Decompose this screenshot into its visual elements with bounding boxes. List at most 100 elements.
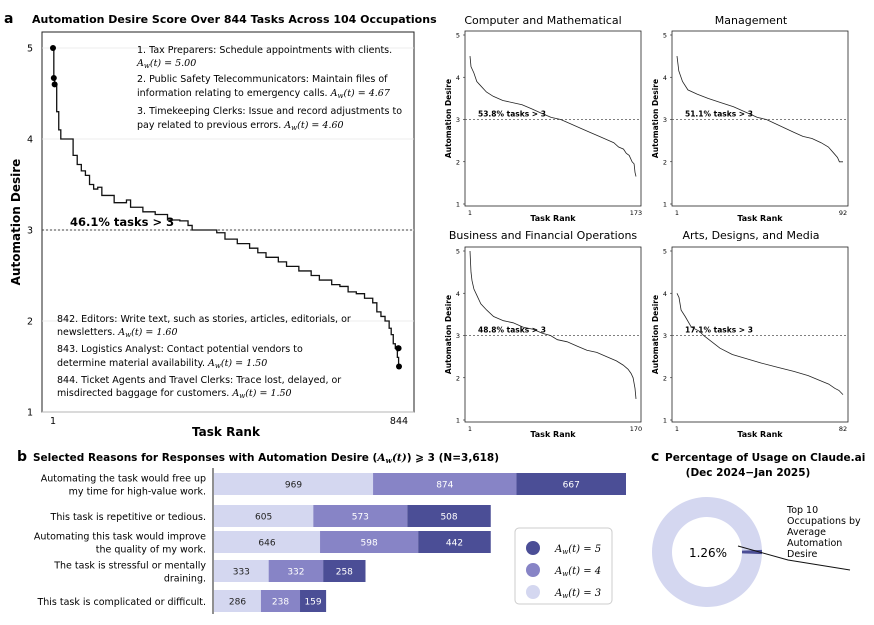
reason-bar-segment xyxy=(516,473,626,495)
reasons-bar-chart: Selected Reasons for Responses with Auto… xyxy=(33,452,626,614)
occupation-y-tick-label: 2 xyxy=(663,374,667,382)
donut-callout-text: Average xyxy=(787,527,826,538)
occupation-y-tick-label: 3 xyxy=(663,116,667,124)
annotation-2-line2: information relating to emergency calls.… xyxy=(137,88,391,100)
reason-bar-value: 874 xyxy=(436,481,453,491)
occupation-x-tick-end: 82 xyxy=(839,425,847,433)
occupation-x-axis-label: Task Rank xyxy=(737,430,783,439)
reason-bar-value: 573 xyxy=(352,513,369,523)
occupation-plot-frame xyxy=(464,246,642,423)
occupation-chart-title: Arts, Designs, and Media xyxy=(682,229,819,242)
reason-label: draining. xyxy=(164,574,206,585)
reason-bar-segment xyxy=(214,531,321,553)
main-y-axis-label: Automation Desire xyxy=(9,159,23,286)
reason-bar-segment xyxy=(214,505,314,527)
occupation-chart-title: Computer and Mathematical xyxy=(464,14,621,27)
occupation-y-axis-label: Automation Desire xyxy=(651,79,660,158)
main-chart: Automation Desire Score Over 844 Tasks A… xyxy=(9,13,437,439)
legend-label: Aw(t) = 4 xyxy=(554,566,601,578)
annotation-843-line2: determine material availability. Aw(t) =… xyxy=(57,358,267,370)
main-y-tick-label: 5 xyxy=(27,44,33,55)
legend-swatch xyxy=(526,585,540,599)
main-threshold-label: 46.1% tasks > 3 xyxy=(70,215,174,229)
reasons-chart-title: Selected Reasons for Responses with Auto… xyxy=(33,452,499,465)
reason-bar-value: 238 xyxy=(272,598,289,608)
occupation-y-tick-label: 5 xyxy=(663,248,667,256)
occupation-plot-frame xyxy=(464,30,642,207)
occupation-x-tick-start: 1 xyxy=(675,209,679,217)
legend-label: Aw(t) = 5 xyxy=(554,544,601,556)
reason-bar-value: 605 xyxy=(255,513,272,523)
main-highlight-point xyxy=(395,345,402,352)
occupation-y-axis-label: Automation Desire xyxy=(651,295,660,374)
occupation-x-axis-label: Task Rank xyxy=(530,214,576,223)
reason-bar-value: 333 xyxy=(233,568,250,578)
occupation-y-tick-label: 4 xyxy=(663,290,667,298)
panel-letter-c: c xyxy=(651,449,659,465)
occupation-y-tick-label: 1 xyxy=(456,417,460,425)
occupation-x-axis-label: Task Rank xyxy=(530,430,576,439)
top-annotations: 1. Tax Preparers: Schedule appointments … xyxy=(136,45,402,132)
main-chart-title: Automation Desire Score Over 844 Tasks A… xyxy=(32,13,437,26)
occupation-y-tick-label: 2 xyxy=(456,158,460,166)
main-x-tick-start: 1 xyxy=(50,416,56,427)
donut-callout-text: Top 10 xyxy=(786,505,818,516)
occupation-y-tick-label: 3 xyxy=(456,116,460,124)
reason-label: This task is repetitive or tedious. xyxy=(50,512,206,523)
donut-callout-line xyxy=(737,545,851,571)
occupation-x-axis-label: Task Rank xyxy=(737,214,783,223)
occupation-y-tick-label: 4 xyxy=(456,290,460,298)
reason-bar-value: 159 xyxy=(304,598,321,608)
occupation-threshold-label: 48.8% tasks > 3 xyxy=(478,326,546,335)
occupation-y-tick-label: 3 xyxy=(663,332,667,340)
main-series-line xyxy=(53,47,400,368)
usage-title-line1: Percentage of Usage on Claude.ai xyxy=(665,452,865,464)
main-y-tick-label: 1 xyxy=(27,408,33,419)
occupation-plot-frame xyxy=(671,30,849,207)
occupation-y-tick-label: 5 xyxy=(663,32,667,40)
annotation-844: 844. Ticket Agents and Travel Clerks: Tr… xyxy=(57,375,341,386)
reason-label: The task is stressful or mentally xyxy=(53,561,206,572)
main-highlight-point xyxy=(396,363,402,370)
annotation-1-score: Aw(t) = 5.00 xyxy=(136,58,196,70)
occupation-y-tick-label: 5 xyxy=(456,32,460,40)
reason-label: the quality of my work. xyxy=(96,545,206,556)
donut-callout-text: Automation xyxy=(787,538,842,549)
occupation-y-tick-label: 2 xyxy=(663,158,667,166)
donut-segment-rest xyxy=(652,496,762,607)
annotation-844-line2: misdirected baggage for customers. Aw(t)… xyxy=(57,388,292,400)
reason-bar-segment xyxy=(373,473,517,495)
main-x-axis-label: Task Rank xyxy=(192,425,261,439)
occupation-x-tick-end: 173 xyxy=(630,209,642,217)
reason-bar-value: 442 xyxy=(446,539,463,549)
annotation-3: 3. Timekeeping Clerks: Issue and record … xyxy=(137,106,402,117)
occupation-series-line xyxy=(676,56,843,163)
occupation-y-tick-label: 4 xyxy=(456,74,460,82)
annotation-3-line2: pay related to previous errors. Aw(t) = … xyxy=(137,120,344,132)
reasons-legend: Aw(t) = 5 Aw(t) = 4 Aw(t) = 3 xyxy=(514,527,613,605)
occupation-y-tick-label: 1 xyxy=(456,201,460,209)
donut-center-label: 1.26% xyxy=(689,546,727,560)
reason-bar-value: 332 xyxy=(287,568,304,578)
occupation-y-axis-label: Automation Desire xyxy=(444,79,453,158)
reason-bar-value: 667 xyxy=(563,481,580,491)
reason-label: Automating this task would improve xyxy=(34,532,206,543)
occupation-plot-frame xyxy=(671,246,849,423)
occupation-charts: Computer and Mathematical 1 2 3 4 5 1 173 Task R… xyxy=(444,14,849,439)
panel-letter-b: b xyxy=(17,449,27,465)
annotation-842-line2: newsletters. Aw(t) = 1.60 xyxy=(57,327,178,339)
reason-bar-segment xyxy=(214,560,269,582)
usage-donut-chart: Percentage of Usage on Claude.ai (Dec 20… xyxy=(652,452,865,607)
legend-swatch xyxy=(526,541,540,555)
occupation-x-tick-start: 1 xyxy=(468,425,472,433)
donut-callout-text: Occupations by xyxy=(787,516,861,527)
occupation-series-line xyxy=(469,56,637,177)
reason-label: my time for high-value work. xyxy=(69,487,206,498)
main-highlight-point xyxy=(50,45,56,51)
occupation-y-tick-label: 1 xyxy=(663,201,667,209)
reason-bar-segment xyxy=(418,531,491,553)
reason-bar-value: 508 xyxy=(440,513,457,523)
usage-title-line2: (Dec 2024−Jan 2025) xyxy=(686,467,811,479)
reason-bar-value: 969 xyxy=(285,481,302,491)
